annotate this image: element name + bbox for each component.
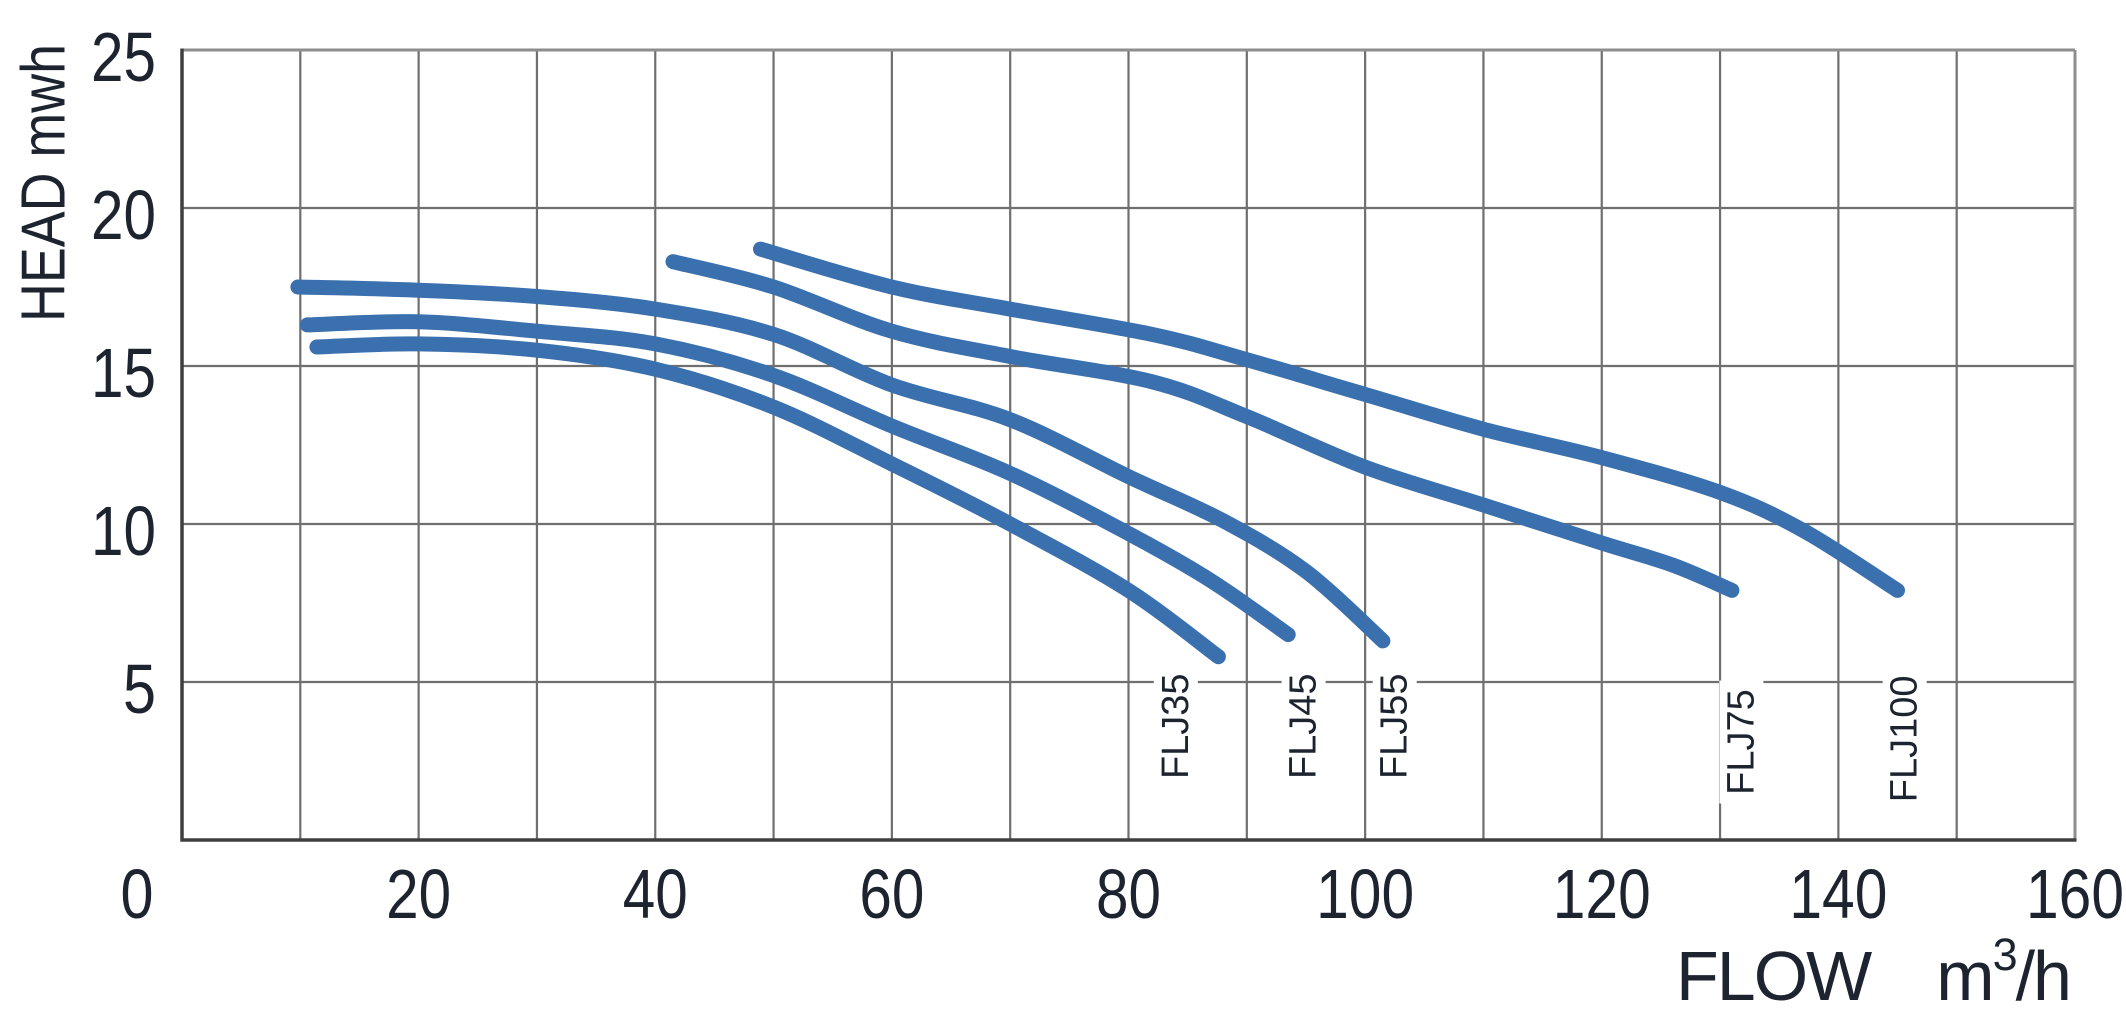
curve-label-flj55: FLJ55 xyxy=(1374,673,1416,779)
x-tick-label: 40 xyxy=(623,855,688,933)
curve-flj75 xyxy=(665,254,1740,598)
x-tick-label: 80 xyxy=(1096,855,1161,933)
curve-label-halo xyxy=(1153,664,1198,788)
y-tick-label: 25 xyxy=(91,18,156,96)
curve-label-halo xyxy=(1372,664,1417,788)
y-tick-label: 10 xyxy=(91,492,156,570)
curve-label-flj45: FLJ45 xyxy=(1283,673,1325,779)
curve-flj55 xyxy=(290,279,1391,649)
curve-label-flj100: FLJ100 xyxy=(1884,676,1926,803)
x-tick-label: 160 xyxy=(2026,855,2124,933)
x-tick-label: 60 xyxy=(859,855,924,933)
x-tick-label: 0 xyxy=(121,855,154,933)
x-tick-label: 120 xyxy=(1553,855,1651,933)
curve-label-halo xyxy=(1719,680,1764,804)
curve-label-halo xyxy=(1882,666,1927,811)
curve-label-flj35: FLJ35 xyxy=(1155,673,1197,779)
x-tick-label: 140 xyxy=(1789,855,1887,933)
y-axis-title: HEAD mwh xyxy=(10,44,79,322)
y-tick-label: 15 xyxy=(91,334,156,412)
x-tick-label: 20 xyxy=(386,855,451,933)
curve-flj45 xyxy=(299,314,1296,643)
curve-flj100 xyxy=(753,241,1905,598)
curve-label-halo xyxy=(1281,664,1326,788)
curve-label-flj75: FLJ75 xyxy=(1720,689,1762,795)
x-tick-label: 100 xyxy=(1316,855,1414,933)
y-tick-label: 5 xyxy=(123,650,156,728)
y-tick-label: 20 xyxy=(91,176,156,254)
curve-flj35 xyxy=(309,336,1226,665)
x-axis-title: FLOW m3/h xyxy=(1676,929,2070,1012)
